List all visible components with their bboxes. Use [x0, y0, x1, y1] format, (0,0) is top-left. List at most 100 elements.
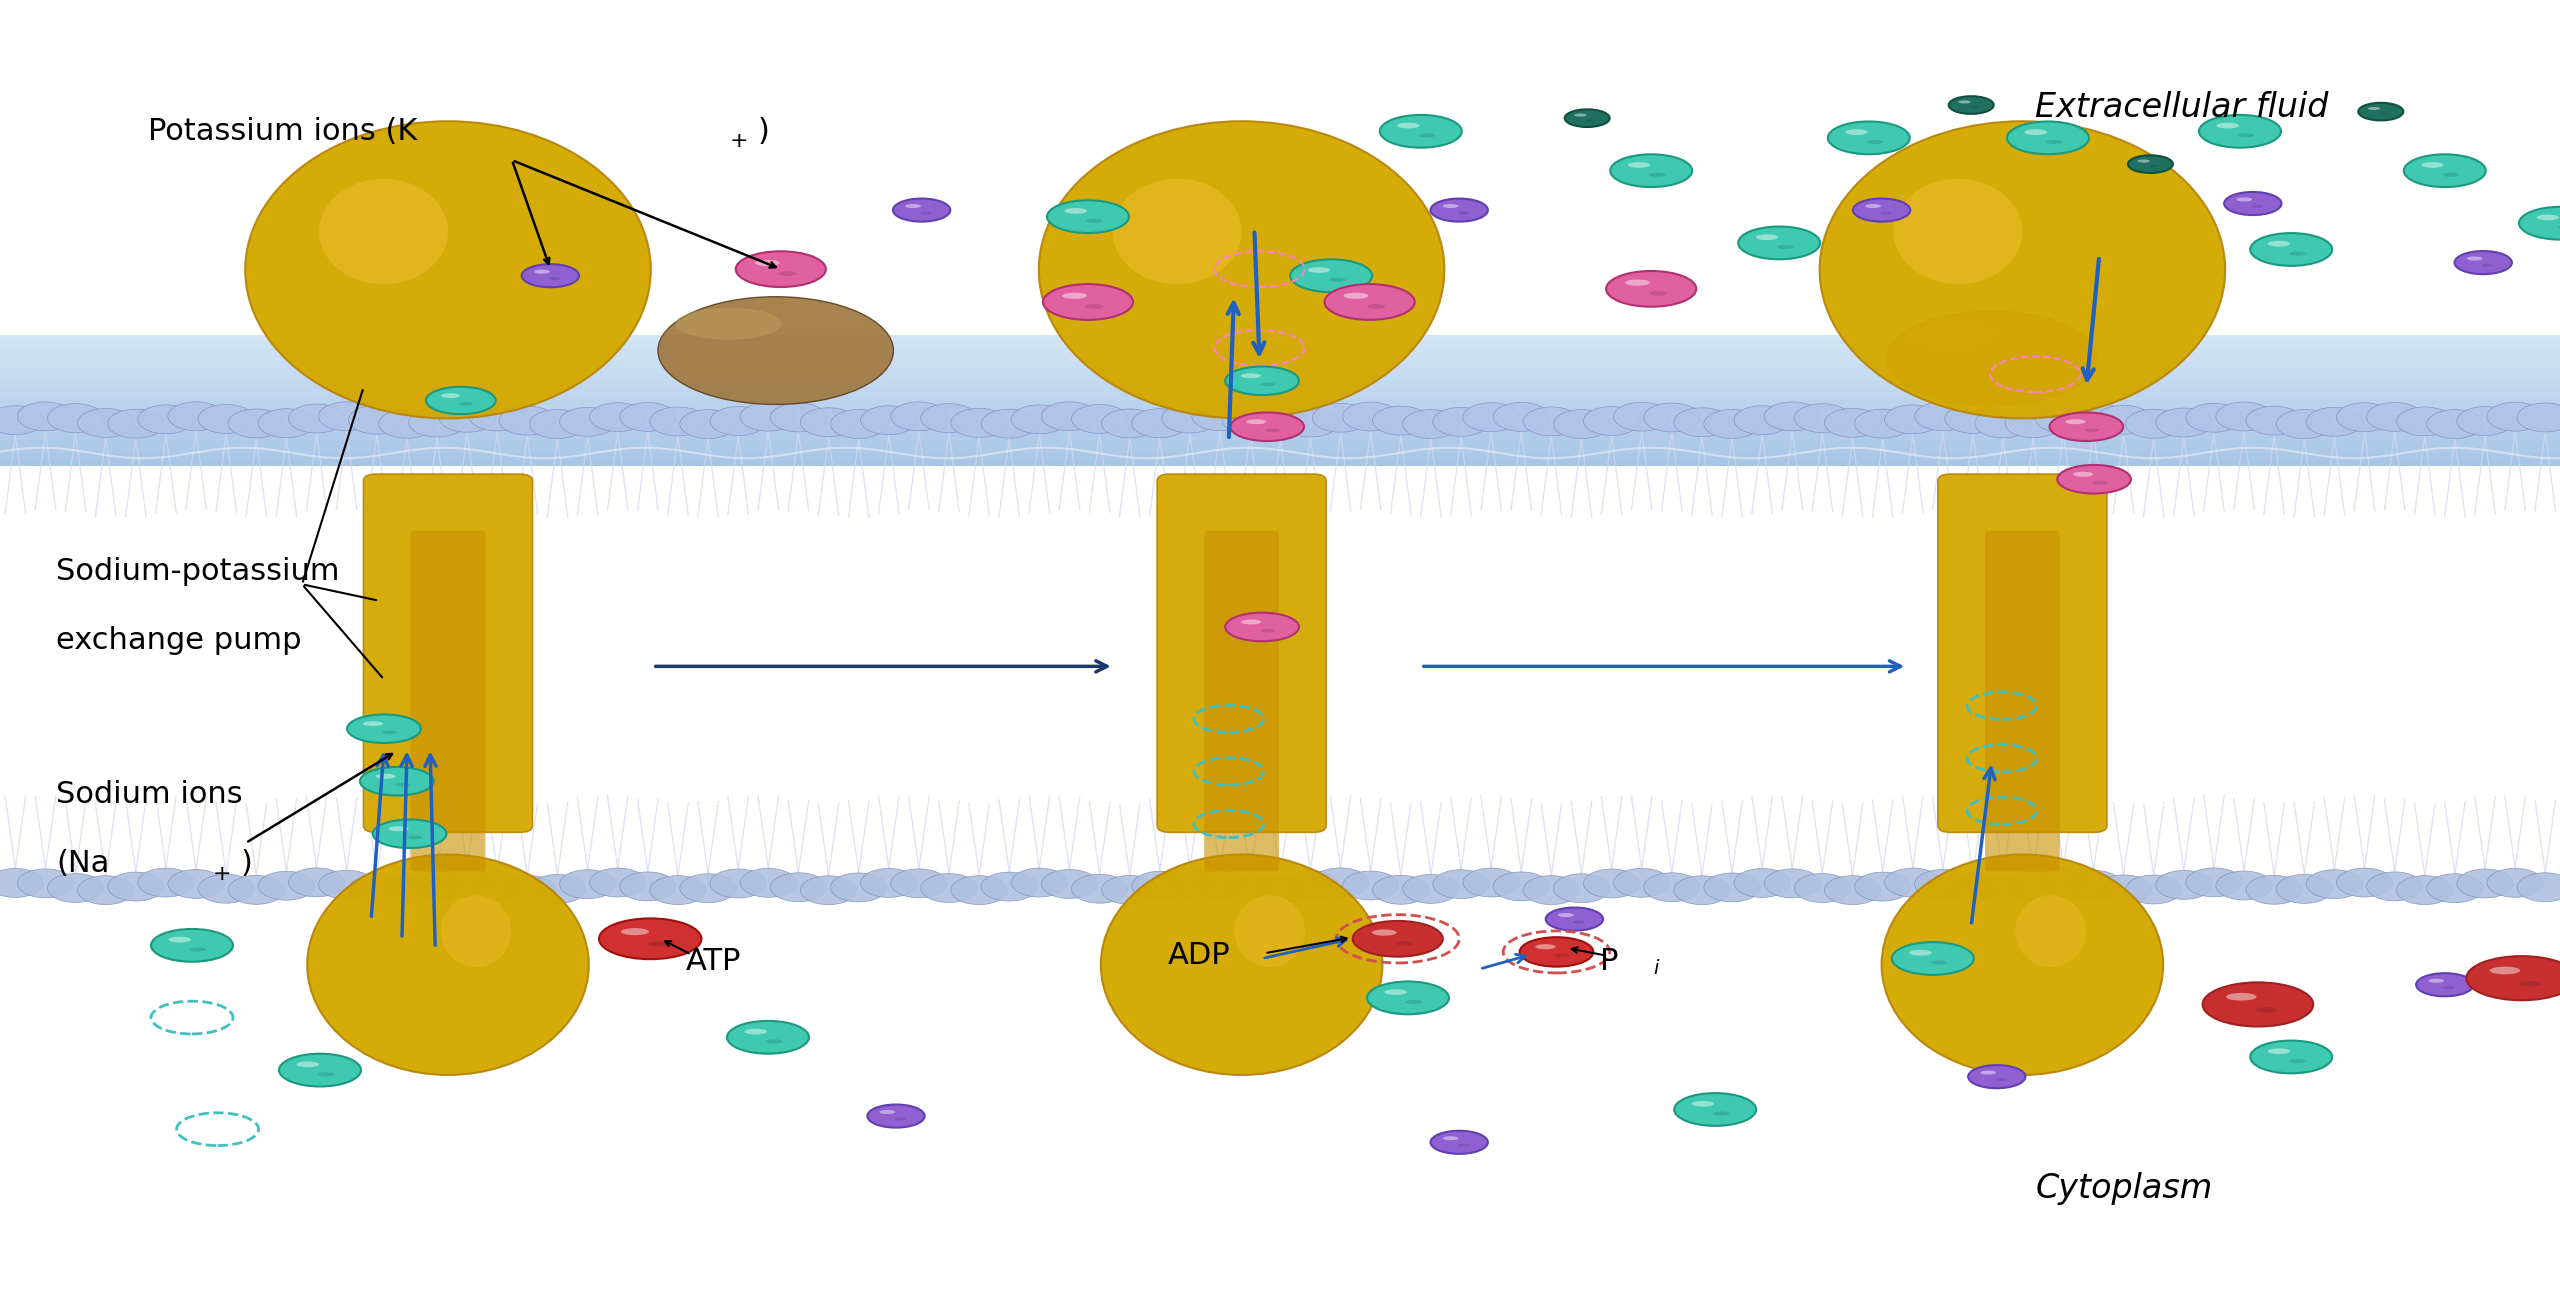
Bar — [0, 1, 2560, 5]
Bar — [0, 3, 2560, 7]
Circle shape — [530, 410, 586, 439]
Circle shape — [1193, 402, 1249, 431]
Bar — [0, 0, 2560, 4]
Ellipse shape — [676, 307, 781, 340]
Bar — [0, 1, 2560, 5]
Bar — [0, 440, 2560, 446]
Ellipse shape — [2092, 481, 2107, 484]
Bar — [0, 3, 2560, 7]
Bar — [0, 1, 2560, 5]
Ellipse shape — [735, 251, 827, 288]
Bar — [0, 3, 2560, 7]
Circle shape — [1733, 868, 1789, 897]
Ellipse shape — [1431, 198, 1487, 222]
Ellipse shape — [2381, 113, 2388, 116]
Bar — [0, 1, 2560, 5]
Circle shape — [1462, 403, 1518, 432]
Circle shape — [499, 406, 556, 435]
Ellipse shape — [755, 260, 781, 267]
Ellipse shape — [1324, 284, 1416, 320]
Bar — [0, 0, 2560, 5]
Circle shape — [2365, 872, 2422, 901]
Bar — [0, 3, 2560, 7]
Circle shape — [1974, 408, 2030, 437]
Circle shape — [1341, 871, 1398, 899]
Bar — [0, 3, 2560, 7]
Bar — [0, 1, 2560, 7]
Bar — [0, 4, 2560, 8]
Bar — [0, 0, 2560, 5]
Bar — [0, 1, 2560, 7]
Bar — [0, 0, 2560, 5]
Ellipse shape — [394, 783, 410, 786]
Ellipse shape — [620, 928, 650, 935]
Bar — [0, 3, 2560, 7]
Bar — [0, 3, 2560, 7]
Ellipse shape — [2442, 173, 2460, 177]
Circle shape — [18, 869, 74, 898]
Bar — [0, 3, 2560, 7]
Ellipse shape — [893, 1117, 906, 1120]
Bar — [0, 0, 2560, 4]
Ellipse shape — [1559, 913, 1574, 916]
Bar — [0, 3, 2560, 7]
Circle shape — [1492, 403, 1549, 432]
Bar — [0, 3, 2560, 7]
FancyArrowPatch shape — [2084, 259, 2099, 379]
Bar — [0, 3, 2560, 7]
Circle shape — [410, 871, 466, 899]
Bar — [0, 1, 2560, 5]
Bar — [0, 4, 2560, 8]
Bar — [0, 0, 2560, 4]
Ellipse shape — [522, 264, 579, 288]
Circle shape — [1221, 406, 1277, 435]
Circle shape — [1795, 403, 1851, 432]
Bar — [0, 1, 2560, 5]
Bar — [0, 4, 2560, 8]
Bar — [0, 3, 2560, 8]
Bar — [0, 3, 2560, 8]
Circle shape — [2516, 403, 2560, 432]
Bar — [0, 1, 2560, 5]
Ellipse shape — [2519, 207, 2560, 239]
Bar — [0, 0, 2560, 5]
Text: (Na: (Na — [56, 850, 110, 878]
Circle shape — [1462, 868, 1518, 897]
Circle shape — [1193, 871, 1249, 899]
Bar — [0, 1, 2560, 5]
Bar — [0, 3, 2560, 7]
Ellipse shape — [1902, 320, 1997, 349]
Bar — [0, 4, 2560, 8]
Bar — [0, 1, 2560, 7]
Ellipse shape — [2519, 981, 2542, 986]
Ellipse shape — [1114, 179, 1242, 284]
Bar — [0, 446, 2560, 453]
Bar — [0, 355, 2560, 361]
Circle shape — [1162, 868, 1219, 897]
Bar — [0, 4, 2560, 8]
Bar — [0, 3, 2560, 7]
Ellipse shape — [1039, 121, 1444, 419]
Circle shape — [1132, 872, 1188, 901]
Circle shape — [1523, 876, 1580, 905]
Ellipse shape — [1226, 366, 1298, 395]
Bar — [0, 4, 2560, 8]
Bar — [0, 0, 2560, 5]
Circle shape — [1946, 404, 2002, 433]
Bar — [0, 1, 2560, 5]
Bar — [0, 1, 2560, 5]
Circle shape — [1132, 408, 1188, 437]
Bar — [0, 4, 2560, 8]
Bar — [0, 4, 2560, 8]
Ellipse shape — [1649, 291, 1667, 295]
Circle shape — [228, 876, 284, 905]
Circle shape — [379, 874, 435, 903]
Ellipse shape — [2268, 1048, 2291, 1054]
Bar — [0, 3, 2560, 8]
Bar — [0, 3, 2560, 7]
Ellipse shape — [1042, 284, 1134, 320]
Bar — [0, 453, 2560, 460]
Bar — [0, 335, 2560, 466]
Bar — [0, 1, 2560, 5]
Bar — [0, 1, 2560, 5]
